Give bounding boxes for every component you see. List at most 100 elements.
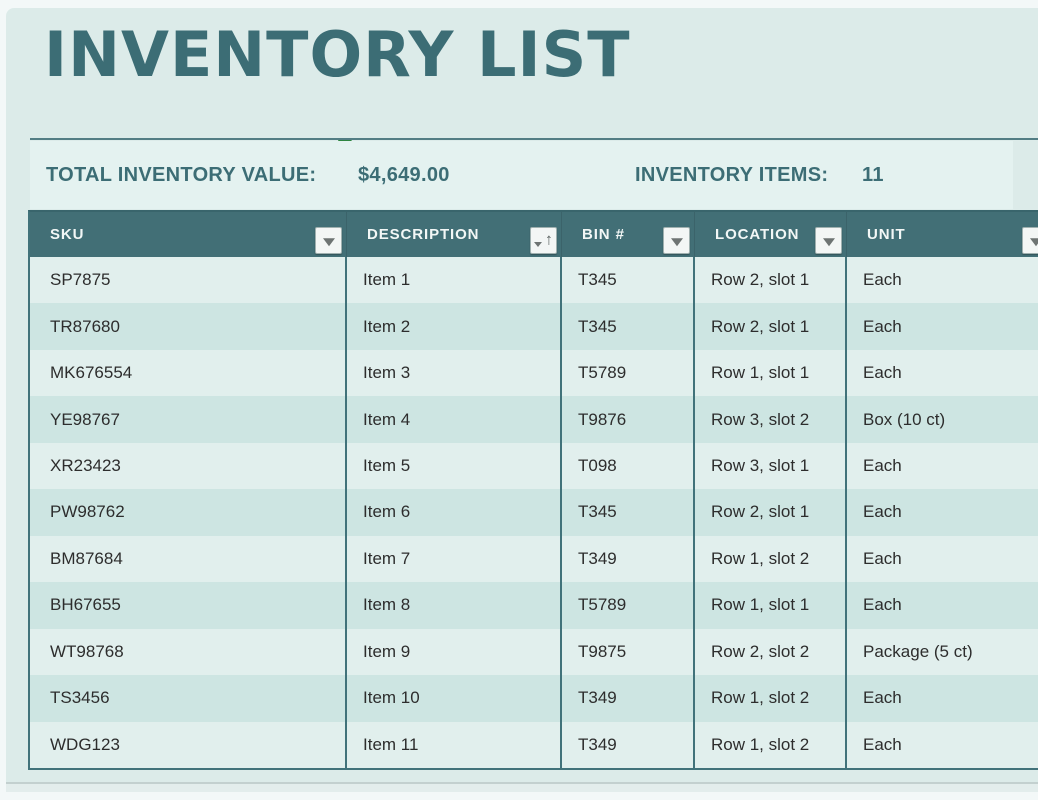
cell-unit[interactable]: Each xyxy=(863,270,902,290)
table-header-row: SKU DESCRIPTION ↑ BIN # LOCATION UNIT xyxy=(30,212,1038,257)
dropdown-triangle-icon xyxy=(1029,237,1038,246)
filter-dropdown-icon[interactable] xyxy=(315,227,342,254)
cell-location[interactable]: Row 1, slot 2 xyxy=(695,675,847,722)
cell-unit[interactable]: Each xyxy=(863,316,902,336)
cell-location[interactable]: Row 2, slot 1 xyxy=(695,489,847,536)
cell-bin[interactable]: T345 xyxy=(562,257,695,304)
cell-unit[interactable]: Each xyxy=(863,456,902,476)
table-row: BM87684 Item 7 T349 Row 1, slot 2 Each xyxy=(30,535,1038,583)
column-header-location: LOCATION xyxy=(695,212,847,257)
cell-sku[interactable]: XR23423 xyxy=(30,442,347,490)
page-title: INVENTORY LIST xyxy=(44,18,631,91)
bottom-edge xyxy=(6,782,1038,792)
cell-location[interactable]: Row 1, slot 1 xyxy=(695,582,847,629)
dropdown-triangle-icon xyxy=(822,237,835,246)
cell-unit[interactable]: Each xyxy=(863,595,902,615)
cell-sku[interactable]: MK676554 xyxy=(30,349,347,397)
column-header-label: LOCATION xyxy=(715,226,800,243)
cell-unit[interactable]: Package (5 ct) xyxy=(863,641,973,661)
dropdown-triangle-icon xyxy=(322,237,335,246)
cell-bin[interactable]: T5789 xyxy=(562,582,695,629)
cell-unit[interactable]: Each xyxy=(863,502,902,522)
cell-sku[interactable]: TS3456 xyxy=(30,675,347,722)
sort-ascending-arrow-icon: ↑ xyxy=(545,231,553,249)
dropdown-triangle-icon xyxy=(670,237,683,246)
cell-location[interactable]: Row 2, slot 1 xyxy=(695,257,847,304)
cell-bin[interactable]: T5789 xyxy=(562,349,695,397)
cell-bin[interactable]: T9876 xyxy=(562,396,695,443)
column-header-label: UNIT xyxy=(867,226,906,243)
table-row: MK676554 Item 3 T5789 Row 1, slot 1 Each xyxy=(30,349,1038,397)
cell-bin[interactable]: T349 xyxy=(562,535,695,583)
column-header-description: DESCRIPTION ↑ xyxy=(347,212,562,257)
cell-location[interactable]: Row 2, slot 1 xyxy=(695,303,847,350)
cell-description[interactable]: Item 8 xyxy=(347,582,562,629)
cell-bin[interactable]: T098 xyxy=(562,442,695,490)
table-body: SP7875 Item 1 T345 Row 2, slot 1 Each TR87680… xyxy=(30,257,1038,768)
column-header-unit: UNIT xyxy=(847,212,1038,257)
cell-description[interactable]: Item 6 xyxy=(347,489,562,536)
cell-unit[interactable]: Each xyxy=(863,548,902,568)
cell-location[interactable]: Row 1, slot 1 xyxy=(695,349,847,397)
table-row: TS3456 Item 10 T349 Row 1, slot 2 Each xyxy=(30,675,1038,722)
cell-location[interactable]: Row 2, slot 2 xyxy=(695,628,847,676)
cell-description[interactable]: Item 9 xyxy=(347,628,562,676)
filter-dropdown-icon[interactable] xyxy=(815,227,842,254)
cell-location[interactable]: Row 3, slot 2 xyxy=(695,396,847,443)
table-row: PW98762 Item 6 T345 Row 2, slot 1 Each xyxy=(30,489,1038,536)
inventory-items-label: INVENTORY ITEMS: xyxy=(635,164,829,186)
cell-bin[interactable]: T345 xyxy=(562,303,695,350)
cell-sku[interactable]: PW98762 xyxy=(30,489,347,536)
cell-sku[interactable]: BM87684 xyxy=(30,535,347,583)
filter-dropdown-icon[interactable] xyxy=(663,227,690,254)
total-inventory-value: $4,649.00 xyxy=(358,164,450,186)
cell-description[interactable]: Item 5 xyxy=(347,442,562,490)
divider-line xyxy=(30,138,1038,151)
table-row: WT98768 Item 9 T9875 Row 2, slot 2 Package (… xyxy=(30,628,1038,676)
cell-description[interactable]: Item 11 xyxy=(347,721,562,768)
table-row: TR87680 Item 2 T345 Row 2, slot 1 Each xyxy=(30,303,1038,350)
cell-description[interactable]: Item 1 xyxy=(347,257,562,304)
cell-bin[interactable]: T345 xyxy=(562,489,695,536)
cell-sku[interactable]: WT98768 xyxy=(30,628,347,676)
cell-unit[interactable]: Each xyxy=(863,363,902,383)
cell-description[interactable]: Item 4 xyxy=(347,396,562,443)
table-row: YE98767 Item 4 T9876 Row 3, slot 2 Box (10 c… xyxy=(30,396,1038,443)
cell-description[interactable]: Item 7 xyxy=(347,535,562,583)
cell-location[interactable]: Row 1, slot 2 xyxy=(695,535,847,583)
cell-description[interactable]: Item 10 xyxy=(347,675,562,722)
table-row: BH67655 Item 8 T5789 Row 1, slot 1 Each xyxy=(30,582,1038,629)
table-row: XR23423 Item 5 T098 Row 3, slot 1 Each xyxy=(30,442,1038,490)
column-header-label: DESCRIPTION xyxy=(367,226,480,243)
cell-sku[interactable]: YE98767 xyxy=(30,396,347,443)
cell-description[interactable]: Item 2 xyxy=(347,303,562,350)
cell-unit[interactable]: Each xyxy=(863,734,902,754)
cell-sku[interactable]: TR87680 xyxy=(30,303,347,350)
content-area: INVENTORY LIST TOTAL INVENTORY VALUE: $4… xyxy=(6,8,1038,792)
table-row: WDG123 Item 11 T349 Row 1, slot 2 Each xyxy=(30,721,1038,768)
table-row: SP7875 Item 1 T345 Row 2, slot 1 Each xyxy=(30,257,1038,304)
cell-description[interactable]: Item 3 xyxy=(347,349,562,397)
dropdown-triangle-icon xyxy=(534,242,542,247)
cell-bin[interactable]: T349 xyxy=(562,721,695,768)
cell-location[interactable]: Row 3, slot 1 xyxy=(695,442,847,490)
inventory-items-count: 11 xyxy=(862,164,884,186)
cell-unit[interactable]: Each xyxy=(863,688,902,708)
summary-band: TOTAL INVENTORY VALUE: $4,649.00 INVENTO… xyxy=(30,141,1013,209)
inventory-table: SKU DESCRIPTION ↑ BIN # LOCATION UNIT SP7875 I… xyxy=(28,210,1038,770)
filter-dropdown-icon[interactable] xyxy=(1022,227,1038,254)
cell-sku[interactable]: BH67655 xyxy=(30,582,347,629)
column-header-label: SKU xyxy=(50,226,85,243)
cell-unit[interactable]: Box (10 ct) xyxy=(863,409,946,429)
column-header-bin: BIN # xyxy=(562,212,695,257)
column-header-sku: SKU xyxy=(30,212,347,257)
total-inventory-value-label: TOTAL INVENTORY VALUE: xyxy=(46,164,317,186)
column-header-label: BIN # xyxy=(582,226,625,243)
filter-sort-asc-icon[interactable]: ↑ xyxy=(530,227,557,254)
cell-sku[interactable]: WDG123 xyxy=(30,721,347,768)
cell-sku[interactable]: SP7875 xyxy=(30,257,347,304)
cell-location[interactable]: Row 1, slot 2 xyxy=(695,721,847,768)
cell-bin[interactable]: T349 xyxy=(562,675,695,722)
cell-bin[interactable]: T9875 xyxy=(562,628,695,676)
